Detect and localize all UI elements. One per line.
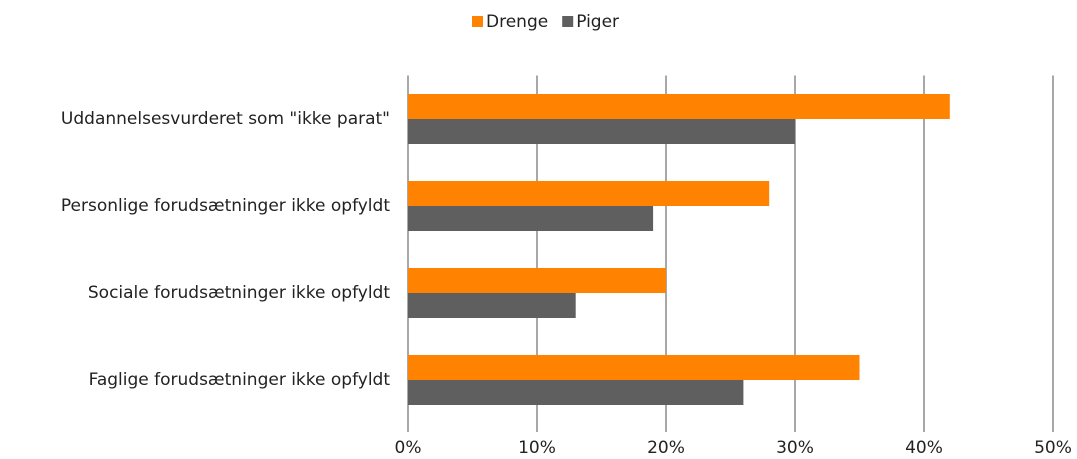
- bar: [408, 380, 744, 405]
- x-tick-label: 10%: [518, 438, 556, 458]
- legend-label: Drenge: [486, 12, 548, 32]
- legend-swatch: [472, 16, 483, 27]
- x-tick-label: 50%: [1034, 438, 1072, 458]
- x-tick-label: 20%: [647, 438, 685, 458]
- x-tick-label: 0%: [395, 438, 422, 458]
- bar: [408, 268, 666, 293]
- x-tick-label: 30%: [776, 438, 814, 458]
- bar: [408, 181, 770, 206]
- x-tick-label: 40%: [905, 438, 943, 458]
- bar: [408, 94, 950, 119]
- legend-label: Piger: [576, 12, 619, 32]
- bar: [408, 119, 795, 144]
- bar: [408, 293, 576, 318]
- y-tick-label: Sociale forudsætninger ikke opfyldt: [88, 283, 390, 303]
- bar: [408, 206, 654, 231]
- bar: [408, 355, 860, 380]
- y-tick-label: Uddannelsesvurderet som "ikke parat": [61, 109, 390, 129]
- legend-swatch: [562, 16, 574, 27]
- y-tick-label: Faglige forudsætninger ikke opfyldt: [89, 370, 391, 390]
- y-tick-label: Personlige forudsætninger ikke opfyldt: [61, 196, 390, 216]
